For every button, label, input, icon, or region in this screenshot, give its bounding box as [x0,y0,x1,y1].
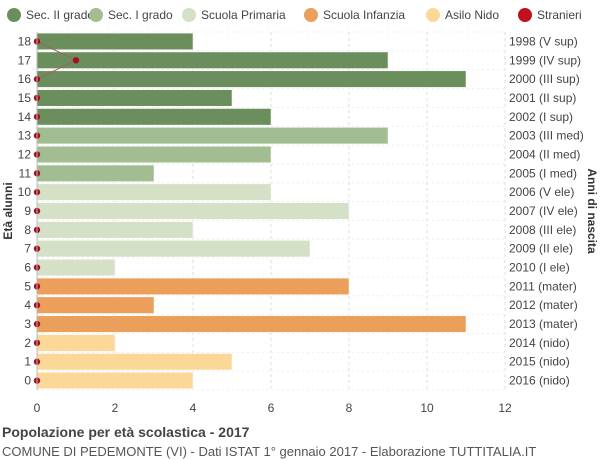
x-tick-label-2: 4 [190,401,197,415]
x-tick-label-4: 8 [346,401,353,415]
y-tick-birth-8: 2008 (III ele) [509,223,576,237]
y-tick-birth-10: 2006 (V ele) [509,185,574,199]
bar-age-11 [36,164,155,182]
population-bar-chart: Sec. II grado Sec. I grado Scuola Primaria… [1,8,599,415]
y-tick-birth-17: 1999 (IV sup) [509,53,581,67]
y-tick-age-11: 11 [19,166,32,180]
bar-age-16 [36,70,467,88]
bar-age-10 [36,183,272,201]
bar-age-2 [36,334,116,352]
x-tick-label-0: 0 [34,401,41,415]
y-tick-birth-0: 2016 (nido) [509,374,570,388]
stranieri-point-17 [72,57,80,64]
y-tick-birth-7: 2009 (II ele) [509,242,573,256]
y-tick-age-2: 2 [24,336,31,350]
y-tick-age-13: 13 [18,129,32,143]
legend-label-3: Scuola Infanzia [323,8,405,22]
chart-title: Popolazione per età scolastica - 2017 [2,424,250,440]
y-tick-birth-4: 2012 (mater) [509,298,578,312]
y-tick-age-12: 12 [18,147,32,161]
y-tick-age-9: 9 [24,204,31,218]
y-tick-age-8: 8 [24,223,31,237]
legend-label-0: Sec. II grado [26,8,94,22]
legend-swatch-2 [182,8,196,22]
bar-age-6 [36,258,116,277]
y-tick-birth-2: 2014 (nido) [509,336,570,350]
y-tick-age-17: 17 [18,53,32,67]
legend-label-4: Asilo Nido [445,8,499,22]
y-axis-title-right: Anni di nascita [585,168,599,254]
x-tick-label-3: 6 [268,401,275,415]
legend-label-2: Scuola Primaria [201,8,286,22]
bar-age-0 [36,372,194,390]
legend-swatch-5 [518,8,532,22]
y-tick-age-6: 6 [24,261,31,275]
y-tick-birth-14: 2002 (I sup) [509,110,573,124]
y-tick-birth-5: 2011 (mater) [509,279,577,293]
y-tick-age-0: 0 [24,374,31,388]
bar-age-18 [36,32,194,50]
legend-swatch-1 [89,8,103,22]
y-tick-age-4: 4 [24,298,31,312]
legend-swatch-4 [426,8,440,22]
y-tick-birth-13: 2003 (III med) [509,129,584,143]
y-tick-age-15: 15 [18,91,32,105]
bar-age-17 [36,51,389,69]
bar-age-8 [36,221,194,239]
y-tick-age-5: 5 [24,279,31,293]
y-tick-birth-6: 2010 (I ele) [509,261,570,275]
bar-age-15 [36,89,233,107]
y-tick-birth-1: 2015 (nido) [509,355,570,369]
y-tick-birth-11: 2005 (I med) [509,166,577,180]
y-tick-birth-15: 2001 (II sup) [509,91,576,105]
bar-age-14 [36,108,272,126]
y-tick-birth-12: 2004 (II med) [509,147,580,161]
y-tick-age-18: 18 [18,34,32,48]
y-tick-age-10: 10 [18,185,32,199]
x-tick-label-5: 10 [420,401,434,415]
bar-age-3 [36,315,467,333]
y-tick-age-1: 1 [24,355,31,369]
y-tick-age-7: 7 [24,242,31,256]
y-tick-birth-16: 2000 (III sup) [509,72,580,86]
bar-age-7 [36,240,311,258]
y-tick-age-16: 16 [18,72,32,86]
y-tick-birth-3: 2013 (mater) [509,317,578,331]
x-tick-label-1: 2 [112,401,119,415]
bar-age-12 [36,145,272,164]
y-tick-age-14: 14 [18,110,32,124]
legend-swatch-3 [304,8,318,22]
y-tick-birth-9: 2007 (IV ele) [509,204,578,218]
bar-age-1 [36,353,233,371]
x-tick-label-6: 12 [498,401,512,415]
y-tick-age-3: 3 [24,317,31,331]
legend-swatch-0 [7,8,21,22]
chart-subtitle: COMUNE DI PEDEMONTE (VI) - Dati ISTAT 1°… [2,444,537,459]
bar-age-9 [36,202,350,220]
bar-age-4 [36,296,155,314]
bar-age-5 [36,277,350,295]
legend-label-5: Stranieri [537,8,582,22]
bar-age-13 [36,127,389,145]
y-axis-title-left: Età alunni [1,182,15,239]
legend-label-1: Sec. I grado [108,8,173,22]
y-tick-birth-18: 1998 (V sup) [509,34,578,48]
